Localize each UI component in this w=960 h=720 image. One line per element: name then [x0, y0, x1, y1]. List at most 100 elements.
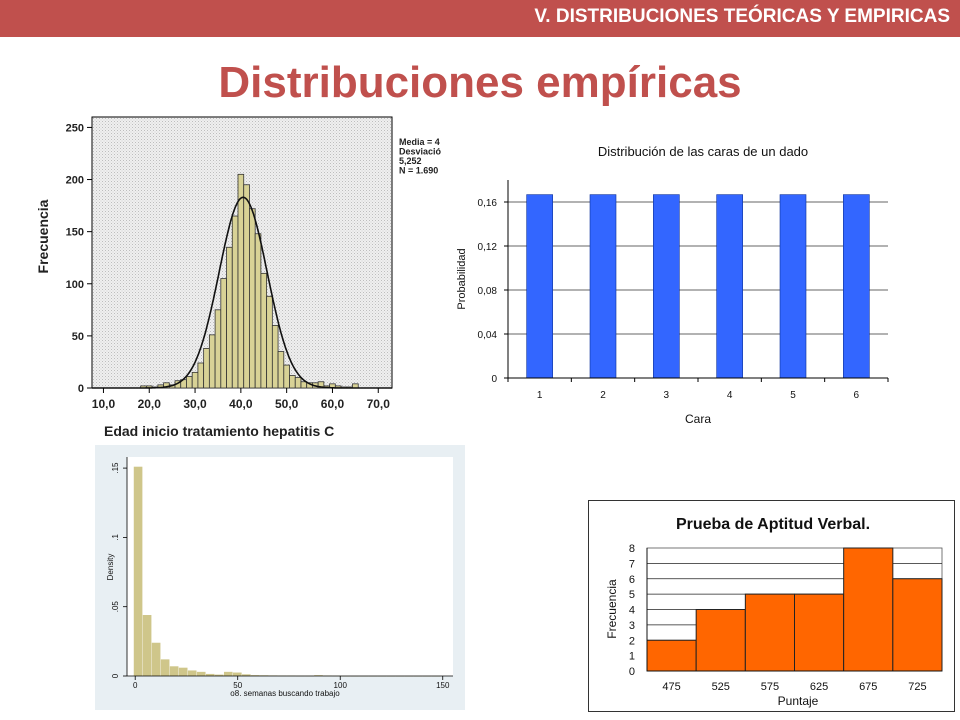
- y-tick-label: 1: [629, 651, 635, 663]
- y-tick-label: 0,04: [478, 330, 498, 341]
- y-tick-label: 50: [72, 331, 84, 343]
- y-tick-label: 4: [629, 605, 635, 617]
- histogram-bar: [191, 371, 199, 389]
- chart-title: Prueba de Aptitud Verbal.: [676, 516, 870, 533]
- semanas-density-histogram: 0 .05 .1 .15 0 50 100 150 o8. semanas buscando t…: [95, 445, 465, 710]
- histogram-bar: [237, 173, 245, 389]
- histogram-bar: [300, 381, 308, 389]
- slide-title: Distribuciones empíricas: [218, 58, 742, 107]
- x-axis-label: Cara: [685, 412, 711, 426]
- x-tick-label: 3: [664, 390, 670, 401]
- normal-curve: [92, 196, 392, 389]
- y-axis-label: Probabilidad: [456, 248, 468, 309]
- dado-bar-chart: Distribución de las caras de un dado 0 0,0…: [450, 135, 900, 435]
- y-axis-label: Density: [106, 554, 115, 581]
- plot-area: [127, 457, 453, 676]
- x-tick-label: 10,0: [92, 397, 116, 411]
- x-tick-label: 5: [790, 390, 796, 401]
- hepatitis-histogram-svg: 10,0 20,0 30,0 40,0 50,0 60,0 70,0 0 50 100 150 200…: [35, 116, 442, 439]
- y-tick-label: 100: [66, 279, 84, 291]
- y-tick-label: 0,12: [478, 242, 498, 253]
- y-tick-label: 250: [66, 122, 84, 134]
- x-tick-label: 4: [727, 390, 733, 401]
- x-tick-label: 1: [537, 390, 543, 401]
- probability-bar: [843, 194, 870, 379]
- y-tick-label: 0,16: [478, 198, 498, 209]
- chart-title: Distribución de las caras de un dado: [598, 144, 808, 159]
- aptitud-histogram: Prueba de Aptitud Verbal. 0 1 2 3 4 5 6 7 8 475 525…: [588, 500, 955, 712]
- y-tick-label: 8: [629, 543, 635, 555]
- x-tick-label: 525: [712, 681, 730, 693]
- density-bar: [205, 673, 215, 676]
- density-bar: [196, 671, 206, 676]
- stats-line: Desviació: [399, 147, 442, 157]
- x-tick-label: 30,0: [183, 397, 207, 411]
- histogram-bar: [231, 215, 239, 389]
- y-tick-label: .15: [111, 462, 120, 474]
- header-bar: V. DISTRIBUCIONES TEÓRICAS Y EMPIRICAS: [0, 0, 960, 37]
- x-tick-label: 475: [662, 681, 680, 693]
- x-tick-label: 725: [908, 681, 926, 693]
- frequency-bar: [794, 593, 845, 672]
- stats-line: Media = 4: [399, 137, 440, 147]
- y-tick-label: 2: [629, 635, 635, 647]
- histogram-bar: [277, 351, 285, 389]
- x-tick-label: 6: [854, 390, 860, 401]
- y-tick-label: .1: [111, 534, 120, 541]
- x-axis-label: Puntaje: [778, 694, 819, 708]
- density-bar: [142, 615, 152, 676]
- y-tick-label: 0: [111, 673, 120, 678]
- x-tick-label: 150: [436, 681, 450, 690]
- x-tick-label: 0: [133, 681, 138, 690]
- y-tick-label: 200: [66, 175, 84, 187]
- histogram-bar: [220, 278, 227, 389]
- y-axis-label: Frecuencia: [35, 199, 51, 273]
- histogram-bar: [203, 347, 210, 389]
- density-bar: [214, 674, 224, 676]
- hepatitis-histogram: 10,0 20,0 30,0 40,0 50,0 60,0 70,0 0 50 100 150 200…: [30, 112, 445, 442]
- y-tick-label: 3: [629, 620, 635, 632]
- density-bar: [178, 667, 188, 676]
- histogram-bar: [226, 246, 233, 389]
- density-bar: [242, 674, 251, 676]
- x-tick-label: 100: [334, 681, 348, 690]
- frequency-bar: [892, 578, 943, 672]
- probability-bar: [526, 194, 553, 379]
- probability-bar: [653, 194, 680, 379]
- y-tick-label: 5: [629, 589, 635, 601]
- histogram-bar: [271, 325, 279, 389]
- y-tick-label: 0: [491, 374, 497, 385]
- histogram-bar: [294, 377, 302, 389]
- histogram-bar: [214, 309, 222, 389]
- histogram-bar: [249, 208, 256, 389]
- x-tick-label: 20,0: [138, 397, 162, 411]
- density-bar: [169, 666, 179, 676]
- x-tick-label: 2: [600, 390, 606, 401]
- density-bar: [223, 671, 233, 676]
- x-tick-label: 60,0: [321, 397, 345, 411]
- frequency-bar: [646, 639, 697, 672]
- histogram-bar: [186, 376, 193, 389]
- stats-line: N = 1.690: [399, 166, 438, 176]
- frequency-bar: [744, 593, 795, 672]
- x-tick-label: 50: [233, 681, 242, 690]
- dado-bar-chart-svg: Distribución de las caras de un dado 0 0,0…: [456, 144, 889, 426]
- aptitud-histogram-svg: Prueba de Aptitud Verbal. 0 1 2 3 4 5 6 7 8 475 525…: [588, 500, 955, 712]
- x-tick-label: 625: [810, 681, 828, 693]
- y-tick-label: 6: [629, 574, 635, 586]
- y-tick-label: 0: [629, 666, 635, 678]
- x-tick-label: 40,0: [229, 397, 253, 411]
- histogram-bar: [266, 295, 273, 389]
- histogram-bar: [260, 272, 268, 389]
- histogram-bar: [254, 233, 262, 389]
- x-axis-label: Edad inicio tratamiento hepatitis C: [104, 423, 334, 439]
- density-bar: [187, 670, 197, 676]
- x-tick-label: 575: [761, 681, 779, 693]
- y-tick-label: 7: [629, 558, 635, 570]
- y-tick-label: 150: [66, 227, 84, 239]
- probability-bar: [779, 194, 807, 379]
- density-bar: [314, 675, 323, 676]
- histogram-bar: [208, 334, 216, 389]
- frequency-bar: [843, 547, 894, 672]
- header-title: V. DISTRIBUCIONES TEÓRICAS Y EMPIRICAS: [534, 6, 950, 27]
